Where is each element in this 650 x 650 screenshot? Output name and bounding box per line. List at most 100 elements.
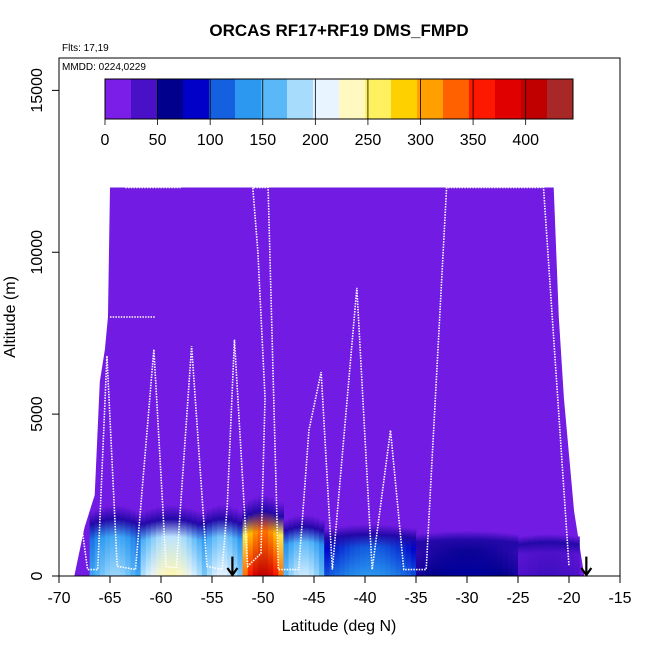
field-cell: [252, 496, 259, 576]
colorbar-swatch: [209, 79, 236, 119]
field-cell: [375, 524, 381, 576]
field-cell: [186, 507, 193, 576]
field-cell: [349, 524, 356, 576]
field-cell: [293, 515, 300, 576]
colorbar-swatch: [495, 79, 522, 119]
field-cell: [569, 535, 575, 576]
x-axis-label: Latitude (deg N): [282, 618, 397, 635]
field-cell: [324, 528, 330, 576]
plot-area: [58, 57, 621, 577]
colorbar-frame: [104, 78, 574, 120]
field-cell: [120, 505, 126, 576]
x-tick-label: -45: [302, 590, 325, 607]
colorbar-swatch: [417, 79, 444, 119]
concentration-field: [74, 187, 585, 576]
field-cell: [227, 506, 233, 576]
field-cell: [171, 504, 177, 576]
field-cell: [421, 533, 427, 576]
field-cell: [456, 530, 463, 576]
field-cell: [278, 502, 284, 576]
field-cell: [263, 495, 269, 576]
x-tick-label: -65: [98, 590, 121, 607]
colorbar-swatch: [235, 79, 262, 119]
arrow-head: [226, 567, 239, 577]
field-cell: [329, 527, 335, 576]
colorbar-tick-label: 0: [101, 132, 110, 149]
field-cell: [385, 524, 392, 576]
field-cell: [472, 530, 478, 576]
field-cell: [446, 531, 453, 576]
field-cell: [497, 532, 504, 576]
field-cell: [431, 532, 437, 576]
field-cell: [400, 526, 407, 576]
field-cell: [176, 505, 182, 576]
colorbar-swatch: [521, 79, 548, 119]
field-cell: [150, 507, 157, 576]
field-cell: [563, 535, 570, 576]
flight-track: [73, 186, 570, 571]
field-cell: [354, 524, 361, 576]
field-cell: [451, 530, 458, 576]
arrow-markers: [226, 556, 593, 577]
colorbar-swatch: [183, 79, 210, 119]
field-cell: [181, 506, 188, 576]
field-cell: [523, 535, 529, 576]
field-cell: [273, 498, 279, 576]
field-cell: [232, 508, 239, 576]
y-tick-label: 15000: [29, 68, 46, 113]
field-cell: [436, 531, 443, 576]
field-cell: [492, 531, 499, 576]
field-cell: [89, 510, 96, 576]
field-cell: [125, 506, 131, 576]
field-cell: [538, 534, 545, 576]
field-cell: [145, 509, 152, 576]
field-cell: [298, 514, 305, 576]
field-cell: [574, 536, 580, 576]
y-axis: 0 5000 10000 15000: [29, 68, 59, 580]
field-cell: [319, 519, 325, 576]
x-tick-label: -35: [404, 590, 427, 607]
field-cell: [257, 495, 264, 576]
field-cell: [461, 530, 468, 576]
field-cell: [104, 505, 111, 576]
field-cell: [370, 524, 376, 576]
x-tick-label: -25: [506, 590, 529, 607]
arrow-head: [580, 567, 593, 577]
field-cell: [487, 531, 494, 576]
x-tick-label: -30: [455, 590, 478, 607]
field-cell: [212, 506, 218, 576]
field-cell: [405, 527, 412, 576]
colorbar-tick-label: 100: [197, 132, 224, 149]
colorbar-swatch: [157, 79, 184, 119]
field-cell: [166, 504, 172, 576]
field-cell: [426, 532, 432, 576]
colorbar-swatch: [339, 79, 366, 119]
x-tick-label: -70: [47, 590, 70, 607]
field-cell: [191, 509, 198, 576]
colorbar-tick-label: 250: [355, 132, 382, 149]
y-tick-label: 10000: [29, 230, 46, 275]
colorbar-swatch: [313, 79, 340, 119]
colorbar: [104, 78, 574, 125]
field-cell: [288, 517, 295, 576]
colorbar-tick-label: 150: [249, 132, 276, 149]
field-cell: [314, 517, 320, 576]
field-cell: [507, 533, 514, 576]
field-cell: [533, 534, 539, 576]
colorbar-swatch: [287, 79, 314, 119]
date-note: MMDD: 0224,0229: [62, 62, 146, 73]
x-tick-label: -40: [353, 590, 376, 607]
colorbar-swatch: [105, 79, 132, 119]
field-cell: [247, 498, 254, 576]
x-tick-label: -15: [608, 590, 631, 607]
field-cell: [528, 535, 534, 576]
field-cell: [222, 504, 228, 576]
field-cell: [344, 525, 351, 576]
field-cell: [161, 505, 167, 576]
field-cell: [410, 528, 417, 576]
field-cell: [477, 530, 483, 576]
field-cell: [390, 525, 397, 576]
field-cell: [206, 508, 213, 576]
field-cell: [334, 526, 341, 576]
